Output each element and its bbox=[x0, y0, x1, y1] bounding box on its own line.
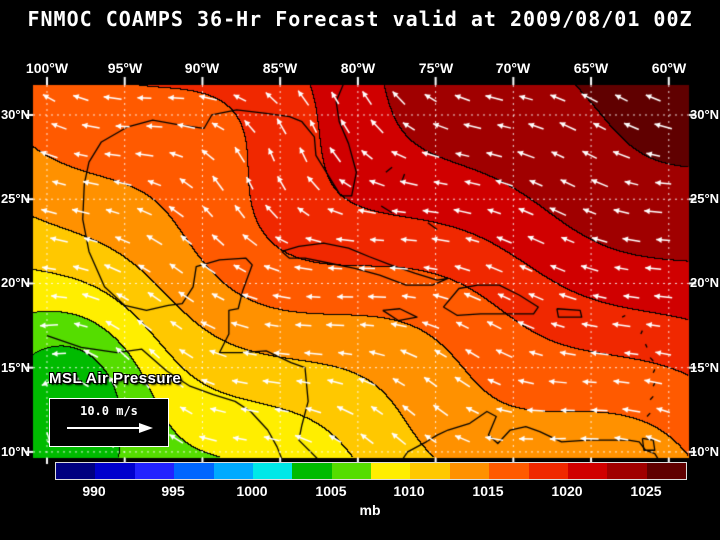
lat-label-left-30n: 30°N bbox=[0, 107, 30, 122]
colorbar-segment bbox=[292, 463, 332, 479]
lat-label-right-25n: 25°N bbox=[690, 191, 720, 206]
lon-label-65w: 65°W bbox=[573, 60, 609, 76]
lon-label-75w: 75°W bbox=[418, 60, 454, 76]
lat-label-right-20n: 20°N bbox=[690, 275, 720, 290]
colorbar-segment bbox=[371, 463, 411, 479]
colorbar-segment bbox=[528, 463, 568, 479]
colorbar-segment bbox=[567, 463, 608, 479]
wind-scale-legend: 10.0 m/s bbox=[49, 398, 169, 447]
colorbar-tick-1015: 1015 bbox=[472, 483, 504, 499]
lat-label-right-10n: 10°N bbox=[690, 444, 720, 459]
colorbar-segment bbox=[489, 463, 529, 479]
colorbar-unit: mb bbox=[359, 502, 381, 518]
lon-label-100w: 100°W bbox=[25, 60, 69, 76]
lon-label-60w: 60°W bbox=[651, 60, 687, 76]
lon-label-90w: 90°W bbox=[184, 60, 220, 76]
lat-label-right-15n: 15°N bbox=[690, 360, 720, 375]
colorbar-segment bbox=[95, 463, 135, 479]
colorbar-tick-995: 995 bbox=[161, 483, 185, 499]
lat-label-left-25n: 25°N bbox=[0, 191, 30, 206]
lon-label-95w: 95°W bbox=[107, 60, 143, 76]
colorbar-segment bbox=[134, 463, 175, 479]
wind-scale-arrow-icon bbox=[67, 423, 153, 433]
colorbar-segment bbox=[410, 463, 450, 479]
field-label: MSL Air Pressure bbox=[49, 370, 182, 387]
colorbar-tick-1000: 1000 bbox=[236, 483, 268, 499]
lat-label-left-15n: 15°N bbox=[0, 360, 30, 375]
lon-label-80w: 80°W bbox=[340, 60, 376, 76]
lat-label-left-20n: 20°N bbox=[0, 275, 30, 290]
lat-label-right-30n: 30°N bbox=[690, 107, 720, 122]
colorbar-segment bbox=[252, 463, 293, 479]
colorbar-tick-1020: 1020 bbox=[551, 483, 583, 499]
wind-scale-value: 10.0 m/s bbox=[80, 404, 138, 418]
page-title: FNMOC COAMPS 36-Hr Forecast valid at 200… bbox=[27, 7, 693, 31]
colorbar-segment bbox=[607, 463, 647, 479]
lat-label-left-10n: 10°N bbox=[0, 444, 30, 459]
pressure-colorbar bbox=[55, 462, 687, 480]
colorbar-tick-990: 990 bbox=[82, 483, 106, 499]
colorbar-segment bbox=[213, 463, 253, 479]
colorbar-segment bbox=[174, 463, 214, 479]
colorbar-segment bbox=[331, 463, 371, 479]
colorbar-tick-1025: 1025 bbox=[630, 483, 662, 499]
colorbar-segment bbox=[449, 463, 490, 479]
lon-label-70w: 70°W bbox=[495, 60, 531, 76]
colorbar-tick-1010: 1010 bbox=[393, 483, 425, 499]
colorbar-tick-1005: 1005 bbox=[315, 483, 347, 499]
colorbar-segment bbox=[646, 463, 686, 479]
lon-label-85w: 85°W bbox=[262, 60, 298, 76]
colorbar-segment bbox=[56, 463, 96, 479]
